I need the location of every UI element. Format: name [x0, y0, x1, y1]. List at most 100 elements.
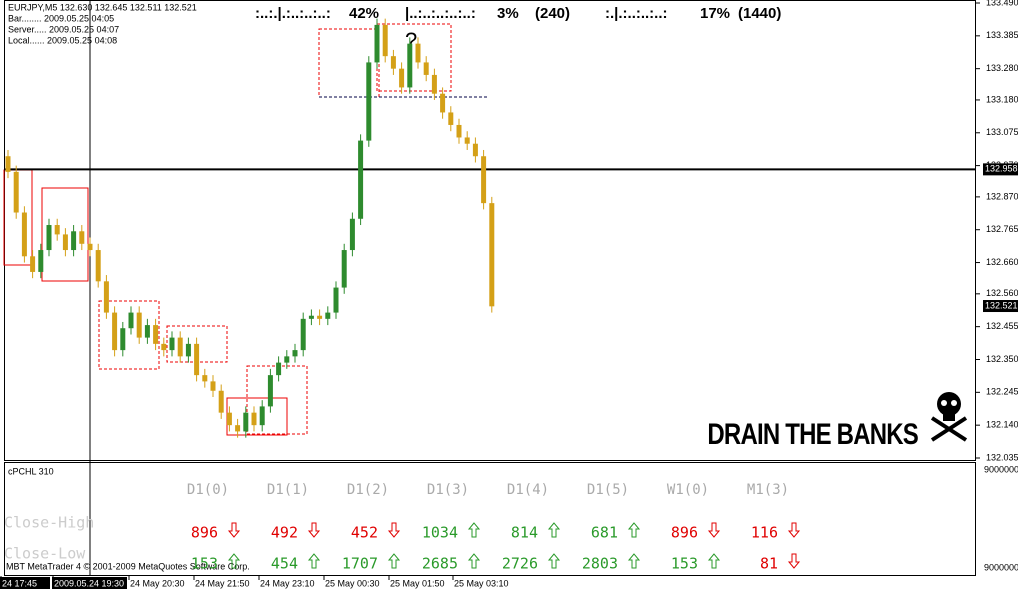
candle-body	[128, 312, 134, 329]
y-tick-label: 132.560	[986, 288, 1018, 298]
direction-arrow	[547, 553, 561, 569]
candle-body	[87, 243, 93, 251]
candle-body	[235, 425, 241, 432]
candle-body	[251, 412, 257, 426]
candle-body	[276, 362, 282, 376]
cell-value: 2685	[422, 555, 458, 573]
direction-arrow	[467, 553, 481, 569]
y-tick-label: 132.350	[986, 354, 1018, 364]
status-text: :..:.|.:..:..:..:	[255, 5, 331, 22]
direction-arrow	[707, 553, 721, 569]
candle-body	[308, 315, 314, 319]
column-header: D1(3)	[427, 482, 469, 498]
cell-value: 896	[671, 524, 698, 542]
row-label: Close-High	[4, 514, 94, 532]
x-tick-label: 24 May 23:10	[260, 578, 315, 588]
cell-value: 492	[271, 524, 298, 542]
candle-body	[153, 325, 159, 344]
direction-arrow	[707, 522, 721, 538]
candle-body	[202, 375, 208, 382]
y-tick-label: 132.245	[986, 387, 1018, 397]
cell-value: 116	[751, 524, 778, 542]
row-label: Close-Low	[4, 545, 86, 563]
candle-body	[218, 390, 224, 413]
price-label-bg	[983, 300, 1018, 313]
direction-arrow	[787, 522, 801, 538]
y-tick-label: 133.385	[986, 30, 1018, 40]
candle-body	[46, 225, 52, 251]
x-tick-label: 24 May 21:50	[195, 578, 250, 588]
info-line: Server..... 2009.05.25 04:07	[8, 24, 119, 34]
candle-body	[382, 24, 388, 57]
candle-body	[292, 350, 298, 357]
info-line: Bar........ 2009.05.25 04:05	[8, 13, 114, 23]
candle-body	[259, 406, 265, 426]
candle-body	[472, 143, 478, 157]
cell-value: 681	[591, 524, 618, 542]
column-header: D1(0)	[187, 482, 229, 498]
candle-body	[399, 68, 405, 88]
candle-body	[71, 231, 77, 251]
candle-body	[169, 337, 175, 351]
cell-value: 153	[191, 555, 218, 573]
status-text: (240)	[535, 5, 570, 22]
time-label-bg	[0, 577, 50, 589]
column-header: D1(1)	[267, 482, 309, 498]
symbol-info: EURJPY,M5 132.630 132.645 132.511 132.52…	[8, 2, 197, 12]
candle-body	[300, 318, 306, 351]
indicator-axis-label: 9000000	[984, 464, 1018, 474]
cell-value: 454	[271, 555, 298, 573]
direction-arrow	[387, 553, 401, 569]
column-header: W1(0)	[667, 482, 709, 498]
candle-body	[13, 171, 19, 213]
candle-body	[62, 234, 68, 251]
candle-body	[284, 356, 290, 363]
column-header: D1(2)	[347, 482, 389, 498]
status-text: |..:..:..:..:..:	[405, 5, 476, 22]
price-label: 132.958	[985, 164, 1018, 174]
y-tick-label: 132.455	[986, 321, 1018, 331]
candle-body	[144, 325, 150, 338]
x-tick-label: 24 17:45	[2, 578, 37, 588]
box	[376, 23, 452, 92]
direction-arrow	[467, 522, 481, 538]
candle-body	[366, 62, 372, 141]
y-tick-label: 133.280	[986, 63, 1018, 73]
candle-body	[194, 343, 200, 376]
time-label-bg	[52, 577, 127, 589]
x-tick-label: 24 May 20:30	[130, 578, 185, 588]
cell-value: 1707	[342, 555, 378, 573]
candle-body	[431, 74, 437, 94]
cell-value: 452	[351, 524, 378, 542]
column-header: M1(3)	[747, 482, 789, 498]
candle-body	[177, 337, 183, 357]
candle-body	[448, 112, 454, 125]
status-text: 42%	[349, 5, 379, 22]
x-tick-label: 25 May 03:10	[454, 578, 509, 588]
direction-arrow	[307, 522, 321, 538]
status-text: 17%	[700, 5, 730, 22]
candle-body	[185, 343, 191, 357]
candle-body	[464, 137, 470, 144]
candle-body	[358, 140, 364, 219]
candle-body	[54, 225, 60, 235]
direction-arrow	[307, 553, 321, 569]
candle-body	[243, 412, 249, 432]
price-label-bg	[983, 163, 1018, 176]
cell-value: 1034	[422, 524, 458, 542]
candle-body	[333, 287, 339, 313]
candle-body	[423, 62, 429, 75]
candle-body	[415, 43, 421, 63]
candle-body	[103, 281, 109, 313]
candle-body	[407, 43, 413, 88]
cell-value: 896	[191, 524, 218, 542]
y-tick-label: 133.490	[986, 0, 1018, 7]
cell-value: 814	[511, 524, 538, 542]
column-header: D1(4)	[507, 482, 549, 498]
candle-body	[79, 231, 85, 244]
candle-body	[210, 381, 216, 391]
y-tick-label: 132.140	[986, 420, 1018, 430]
box	[41, 187, 89, 282]
cell-value: 81	[760, 555, 778, 573]
